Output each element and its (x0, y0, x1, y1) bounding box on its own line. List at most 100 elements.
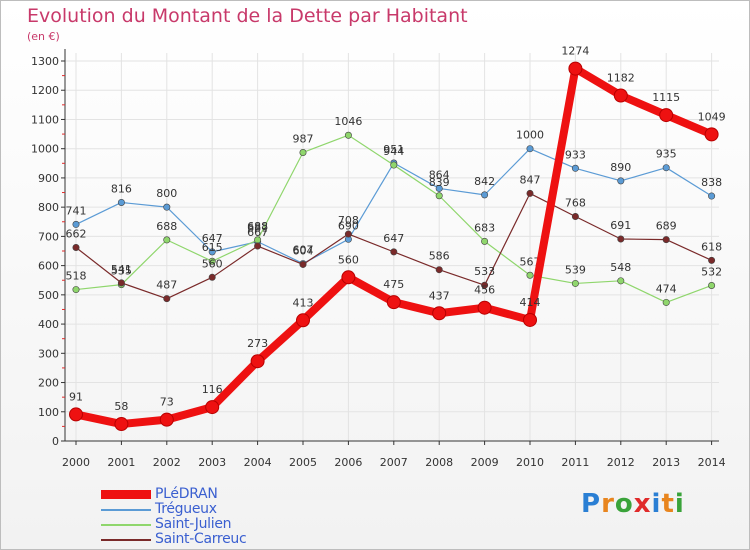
data-label: 987 (293, 132, 314, 145)
data-label: 800 (156, 187, 177, 200)
legend-item: Saint-Carreuc (101, 532, 247, 547)
data-point (390, 248, 398, 256)
logo-letter: i (651, 489, 662, 519)
data-label: 615 (202, 241, 223, 254)
legend-label: Saint-Julien (155, 516, 232, 532)
legend-item: Trégueux (101, 502, 246, 517)
data-label: 864 (429, 168, 450, 181)
data-point (617, 277, 625, 285)
data-label: 116 (202, 383, 223, 396)
x-tick-label: 2014 (698, 456, 726, 469)
data-point (568, 61, 583, 76)
data-point (526, 271, 534, 279)
data-label: 586 (429, 250, 450, 263)
data-label: 1115 (652, 91, 680, 104)
chart-title: Evolution du Montant de la Dette par Hab… (27, 5, 468, 27)
data-label: 413 (293, 296, 314, 309)
data-point (662, 298, 670, 306)
data-label: 768 (565, 197, 586, 210)
x-tick-label: 2008 (425, 456, 453, 469)
data-label: 607 (293, 244, 314, 257)
data-label: 683 (474, 221, 495, 234)
data-label: 951 (383, 143, 404, 156)
data-label: 475 (383, 278, 404, 291)
data-point (159, 412, 174, 427)
data-label: 487 (156, 279, 177, 292)
y-tick-label: 500 (38, 289, 59, 302)
data-point (432, 306, 447, 321)
data-point (69, 407, 83, 422)
y-tick-label: 1200 (31, 84, 59, 97)
data-label: 816 (111, 182, 132, 195)
x-tick-label: 2003 (198, 456, 226, 469)
data-point (299, 260, 307, 268)
series-plédran: 91 58 73 116 273 413 560 475 437 456 414 1274 1182 11… (69, 45, 726, 432)
data-point (526, 145, 534, 153)
data-point (386, 295, 401, 310)
y-tick-label: 400 (38, 318, 59, 331)
data-point (435, 184, 443, 192)
data-point (481, 237, 489, 245)
data-point (435, 192, 443, 200)
data-point (163, 203, 171, 211)
data-point (571, 279, 579, 287)
legend-item: PLéDRAN (101, 487, 246, 502)
data-label: 647 (202, 232, 223, 245)
data-label: 518 (66, 270, 87, 283)
chart-subtitle: (en €) (27, 30, 60, 43)
data-point (163, 236, 171, 244)
data-label: 688 (156, 220, 177, 233)
logo-letter: r (601, 489, 615, 519)
legend-swatch (101, 490, 151, 499)
data-label: 842 (474, 175, 495, 188)
data-label: 944 (383, 145, 404, 158)
data-point (708, 281, 716, 289)
y-tick-label: 1300 (31, 55, 59, 68)
y-tick-label: 1100 (31, 113, 59, 126)
data-label: 1274 (561, 45, 589, 58)
y-tick-label: 0 (52, 435, 59, 448)
data-point (117, 198, 125, 206)
legend-swatch (101, 523, 151, 526)
data-point (662, 236, 670, 244)
legend-label: Trégueux (155, 501, 217, 517)
x-tick-label: 2010 (516, 456, 544, 469)
data-point (481, 191, 489, 199)
data-label: 890 (610, 161, 631, 174)
data-label: 548 (610, 261, 631, 274)
data-point (477, 300, 492, 315)
x-tick-label: 2005 (289, 456, 317, 469)
x-tick-label: 2009 (471, 456, 499, 469)
data-point (250, 354, 265, 369)
data-label: 708 (338, 214, 359, 227)
x-tick-label: 2002 (153, 456, 181, 469)
logo-letter: o (614, 489, 634, 519)
data-label: 667 (247, 226, 268, 239)
data-point (435, 266, 443, 274)
data-label: 1046 (334, 115, 362, 128)
data-point (163, 295, 171, 303)
x-tick-label: 2011 (561, 456, 589, 469)
data-label: 933 (565, 148, 586, 161)
logo-letter: i (674, 489, 685, 519)
data-label: 647 (383, 232, 404, 245)
x-tick-label: 2004 (244, 456, 272, 469)
data-point (662, 164, 670, 172)
legend-swatch (101, 538, 151, 541)
data-point (704, 127, 719, 142)
data-label: 541 (111, 263, 132, 276)
y-tick-label: 700 (38, 230, 59, 243)
data-point (344, 131, 352, 139)
data-label: 567 (520, 255, 541, 268)
logo-letter: t (661, 489, 675, 519)
y-tick-label: 300 (38, 347, 59, 360)
data-point (481, 281, 489, 289)
x-tick-label: 2006 (334, 456, 362, 469)
data-label: 91 (69, 390, 83, 403)
x-tick-label: 2007 (380, 456, 408, 469)
data-point (299, 148, 307, 156)
data-label: 690 (338, 219, 359, 232)
proxiti-logo: Proxiti (581, 489, 685, 519)
